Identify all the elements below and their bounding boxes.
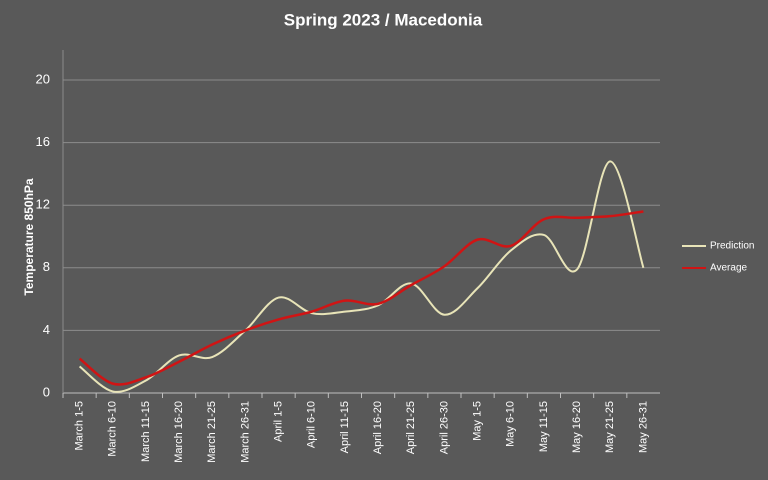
x-tick-label: March 1-5 xyxy=(73,401,85,451)
x-tick-label: April 21-25 xyxy=(405,401,417,454)
x-tick-label: May 1-5 xyxy=(471,401,483,441)
x-tick-label: March 6-10 xyxy=(107,401,119,457)
legend-label: Prediction xyxy=(710,241,754,252)
line xyxy=(78,210,644,386)
x-tick-label: April 16-20 xyxy=(372,401,384,454)
legend-label: Average xyxy=(710,263,748,274)
y-tick-label: 20 xyxy=(36,71,50,86)
x-tick-label: March 21-25 xyxy=(206,401,218,463)
x-tick-label: April 11-15 xyxy=(339,401,351,453)
x-tick-label: March 26-31 xyxy=(239,401,251,463)
chart-title: Spring 2023 / Macedonia xyxy=(284,10,483,29)
x-tick-label: May 16-20 xyxy=(571,401,583,453)
x-tick-label: March 16-20 xyxy=(173,401,185,463)
x-tick-label: March 11-15 xyxy=(140,401,152,462)
y-axis-title: Temperature 850hPa xyxy=(22,178,36,295)
x-tick-label: May 26-31 xyxy=(637,401,649,453)
y-tick-label: 16 xyxy=(36,134,50,149)
y-tick-label: 8 xyxy=(43,259,50,274)
y-tick-label: 0 xyxy=(43,384,50,399)
line xyxy=(78,160,645,393)
x-tick-label: April 6-10 xyxy=(306,401,318,448)
y-tick-label: 12 xyxy=(36,197,50,212)
x-tick-label: April 26-30 xyxy=(438,401,450,454)
y-tick-label: 4 xyxy=(43,322,50,337)
x-tick-label: May 6-10 xyxy=(505,401,517,447)
x-tick-label: April 1-5 xyxy=(272,401,284,442)
x-tick-label: May 11-15 xyxy=(538,401,550,452)
x-tick-label: May 21-25 xyxy=(604,401,616,453)
